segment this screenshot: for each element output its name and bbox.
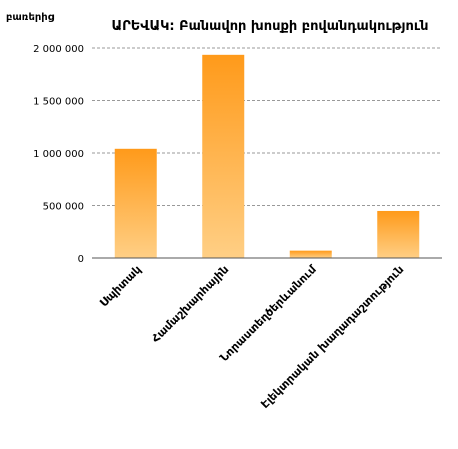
y-axis-ticks: 0 500 000 1 000 000 1 500 000 2 000 000 xyxy=(33,44,84,265)
chart-title: ԱՐԵՎԱԿ: Բանավոր խոսքի բովանդակություն xyxy=(112,19,429,34)
gridlines xyxy=(92,47,442,206)
bars xyxy=(114,54,420,259)
x-tick-label: Էլեկտրական խաղադաշտություն xyxy=(258,263,406,411)
bar xyxy=(289,250,332,258)
y-tick-label: 1 000 000 xyxy=(33,149,84,160)
y-tick-label: 2 000 000 xyxy=(33,44,84,55)
bar xyxy=(114,148,157,258)
x-tick-label: Նորաստեղծերևանում xyxy=(217,262,319,364)
y-tick-label: 500 000 xyxy=(43,202,84,213)
y-axis-label: բառերից xyxy=(6,12,55,23)
x-tick-label: Սպիտակ xyxy=(97,263,144,310)
y-tick-label: 0 xyxy=(78,254,84,265)
x-axis-ticks: Սպիտակ ՀամաշխարհայինՆորաստեղծերևանումԷլեկ… xyxy=(97,262,406,411)
bar xyxy=(202,54,245,259)
x-tick-label: Համաշխարհային xyxy=(149,263,231,345)
bar xyxy=(377,210,420,258)
y-tick-label: 1 500 000 xyxy=(33,97,84,108)
